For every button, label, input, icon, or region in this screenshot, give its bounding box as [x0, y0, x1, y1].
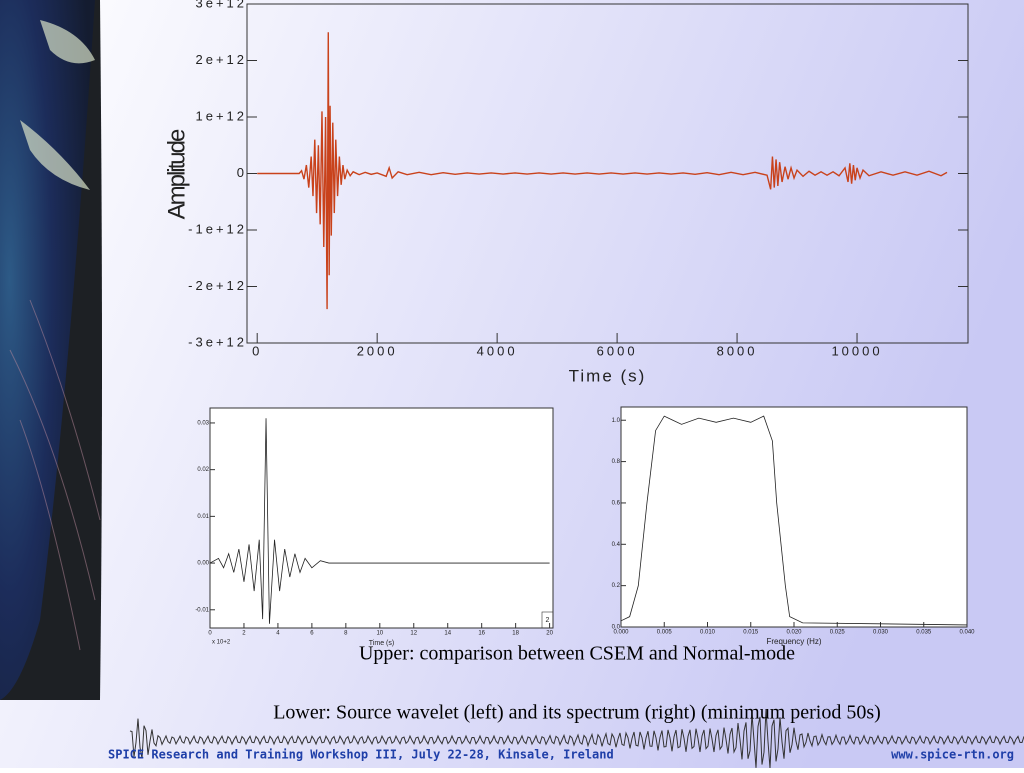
plot-area — [209, 407, 554, 629]
x-tick-label: 2 — [242, 631, 246, 637]
x-tick-label: 8000 — [717, 343, 758, 358]
x-tick-label: 0.040 — [959, 630, 975, 636]
globe-lines — [9, 299, 101, 651]
data-line — [257, 32, 948, 310]
y-tick-label: 0.01 — [197, 514, 209, 520]
x-axis-label: Time (s) — [369, 640, 394, 647]
x-tick-label: 4 — [276, 631, 280, 637]
x-tick-label: 10000 — [831, 343, 882, 358]
plot-area — [620, 406, 968, 628]
x-tick-label: 0.025 — [830, 630, 846, 636]
y-tick-label: 0.00 — [197, 561, 209, 567]
y-tick-label: -0.01 — [195, 607, 209, 613]
x-tick-label: 0 — [208, 631, 212, 637]
annotation-box — [541, 611, 554, 629]
x-tick-label: 18 — [512, 631, 519, 637]
x-tick-label: 20 — [546, 631, 553, 637]
x-tick-label: 0.010 — [700, 630, 716, 636]
x-tick-label: 0 — [252, 343, 262, 358]
caption: Lower: Source wavelet (left) and its spe… — [273, 702, 881, 724]
x-tick-label: 2000 — [357, 343, 398, 358]
y-tick-label: 0.2 — [612, 583, 621, 589]
x-tick-label: 6000 — [597, 343, 638, 358]
x-axis-label: Time (s) — [569, 366, 647, 385]
y-tick-label: -1e+12 — [188, 221, 247, 236]
caption: Upper: comparison between CSEM and Norma… — [359, 643, 795, 665]
x-tick-label: 8 — [344, 631, 348, 637]
x-tick-label: 14 — [444, 631, 451, 637]
x-tick-label: 0.015 — [743, 630, 759, 636]
x-tick-label: 6 — [310, 631, 314, 637]
x-tick-label: 0.030 — [873, 630, 889, 636]
x-axis-label: Frequency (Hz) — [766, 637, 821, 646]
y-tick-label: 3e+12 — [195, 0, 247, 10]
x-tick-label: 0.005 — [657, 630, 673, 636]
clouds — [20, 20, 95, 190]
annotation: x 10+2 — [212, 640, 231, 646]
data-line — [209, 418, 550, 624]
x-tick-label: 0.020 — [786, 630, 802, 636]
y-tick-label: 0.0 — [612, 625, 621, 631]
y-tick-label: 0.02 — [197, 467, 209, 473]
y-tick-label: 0.6 — [612, 501, 621, 507]
y-axis-label: Amplitude — [163, 129, 190, 219]
y-tick-label: 0.4 — [612, 542, 621, 548]
footer-left: SPICE Research and Training Workshop III… — [108, 748, 614, 762]
y-tick-label: -2e+12 — [188, 278, 247, 293]
x-tick-label: 10 — [376, 631, 383, 637]
x-tick-label: 4000 — [477, 343, 518, 358]
y-tick-label: 1.0 — [612, 418, 621, 424]
x-tick-label: 0.035 — [916, 630, 932, 636]
y-tick-label: 0.03 — [197, 421, 209, 427]
data-line — [620, 415, 968, 626]
footer-right: www.spice-rtn.org — [891, 748, 1014, 762]
y-tick-label: 0 — [237, 165, 247, 180]
y-tick-label: 1e+12 — [195, 108, 247, 123]
x-tick-label: 0.000 — [613, 630, 629, 636]
annotation: 2 — [546, 617, 550, 624]
y-tick-label: -3e+12 — [188, 334, 247, 349]
y-tick-label: 0.8 — [612, 459, 621, 465]
y-tick-label: 2e+12 — [195, 52, 247, 67]
x-tick-label: 16 — [478, 631, 485, 637]
footer-seismogram — [129, 709, 1024, 769]
x-tick-label: 12 — [410, 631, 417, 637]
